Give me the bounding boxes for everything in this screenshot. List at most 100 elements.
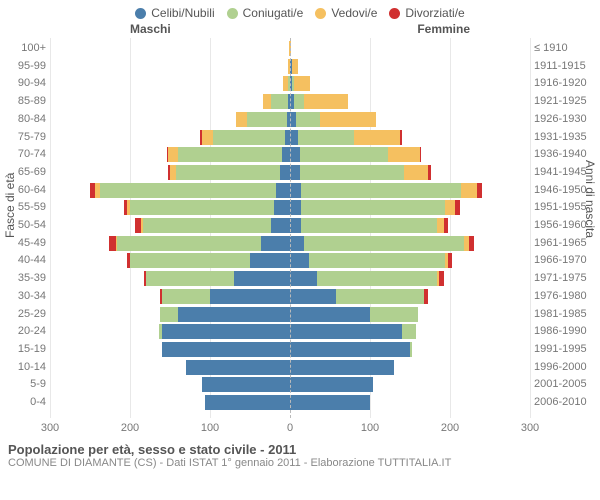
bar-female-d <box>400 130 402 145</box>
bar-male-s <box>261 236 290 251</box>
legend-item: Vedovi/e <box>315 6 377 20</box>
x-tick: 0 <box>287 422 293 434</box>
bar-female-d <box>469 236 474 251</box>
age-label: 80-84 <box>0 113 46 125</box>
bar-male-c <box>247 112 287 127</box>
birth-label: 1956-1960 <box>534 219 600 231</box>
bar-female-c <box>296 112 320 127</box>
bar-female-c <box>336 289 424 304</box>
bar-male-s <box>282 147 290 162</box>
bar-male-c <box>117 236 261 251</box>
birth-label: 1991-1995 <box>534 343 600 355</box>
bar-female-s <box>290 183 301 198</box>
birth-label: 1966-1970 <box>534 254 600 266</box>
bar-female-w <box>354 130 400 145</box>
birth-label: 1951-1955 <box>534 201 600 213</box>
bar-male-c <box>271 94 289 109</box>
age-label: 40-44 <box>0 254 46 266</box>
bar-male-c <box>100 183 276 198</box>
age-label: 90-94 <box>0 77 46 89</box>
bar-female-s <box>290 289 336 304</box>
bar-female-s <box>290 165 300 180</box>
bar-female-d <box>428 165 431 180</box>
birth-label: 1996-2000 <box>534 361 600 373</box>
age-label: 60-64 <box>0 184 46 196</box>
birth-label: 1941-1945 <box>534 166 600 178</box>
bar-male-d <box>109 236 115 251</box>
label-male: Maschi <box>130 22 171 36</box>
age-label: 50-54 <box>0 219 46 231</box>
bar-female-d <box>448 253 451 268</box>
bar-female-w <box>461 183 477 198</box>
birth-label: ≤ 1910 <box>534 42 600 54</box>
bar-female-w <box>445 200 455 215</box>
birth-label: 1986-1990 <box>534 325 600 337</box>
grid-line <box>530 38 531 418</box>
bar-male-s <box>162 324 290 339</box>
bar-female-c <box>410 342 412 357</box>
bar-male-s <box>276 183 290 198</box>
bar-male-s <box>202 377 290 392</box>
age-label: 55-59 <box>0 201 46 213</box>
bar-female-s <box>290 342 410 357</box>
bar-male-d <box>168 165 170 180</box>
bar-female-c <box>301 218 437 233</box>
birth-label: 1931-1935 <box>534 131 600 143</box>
bar-female-c <box>301 200 445 215</box>
bar-female-d <box>439 271 444 286</box>
age-label: 30-34 <box>0 290 46 302</box>
age-label: 85-89 <box>0 95 46 107</box>
bar-female-s <box>290 200 301 215</box>
birth-label: 1916-1920 <box>534 77 600 89</box>
bar-female-w <box>388 147 420 162</box>
bar-female-w <box>292 59 298 74</box>
bar-male-d <box>200 130 202 145</box>
age-label: 65-69 <box>0 166 46 178</box>
bar-male-d <box>90 183 95 198</box>
age-label: 70-74 <box>0 148 46 160</box>
age-label: 15-19 <box>0 343 46 355</box>
bar-male-s <box>186 360 290 375</box>
age-label: 25-29 <box>0 308 46 320</box>
legend-item: Coniugati/e <box>227 6 304 20</box>
footer: Popolazione per età, sesso e stato civil… <box>0 438 600 469</box>
legend-swatch <box>227 8 238 19</box>
plot <box>50 38 530 418</box>
x-tick: 100 <box>361 422 379 434</box>
age-label: 95-99 <box>0 60 46 72</box>
birth-label: 2001-2005 <box>534 378 600 390</box>
bar-female-w <box>320 112 376 127</box>
bar-male-c <box>143 218 271 233</box>
bar-male-d <box>144 271 146 286</box>
legend-swatch <box>315 8 326 19</box>
bar-male-s <box>250 253 290 268</box>
bar-male-w <box>168 147 178 162</box>
bar-female-d <box>455 200 460 215</box>
bar-female-s <box>290 147 300 162</box>
x-tick: 300 <box>41 422 59 434</box>
chart-title: Popolazione per età, sesso e stato civil… <box>8 442 592 457</box>
age-label: 35-39 <box>0 272 46 284</box>
bar-male-d <box>160 289 162 304</box>
bar-female-c <box>370 307 418 322</box>
bar-male-w <box>141 218 143 233</box>
bar-male-s <box>280 165 290 180</box>
bar-male-c <box>159 324 162 339</box>
bar-male-w <box>116 236 118 251</box>
bar-male-w <box>202 130 213 145</box>
bar-female-d <box>420 147 422 162</box>
bar-female-s <box>290 307 370 322</box>
bar-male-c <box>162 289 210 304</box>
bar-male-c <box>160 307 178 322</box>
birth-label: 1961-1965 <box>534 237 600 249</box>
birth-label: 1921-1925 <box>534 95 600 107</box>
chart-area: Fasce di età Anni di nascita 30020010001… <box>0 38 600 438</box>
bar-female-s <box>290 395 370 410</box>
label-female: Femmine <box>417 22 470 36</box>
bar-female-c <box>300 165 404 180</box>
birth-label: 1926-1930 <box>534 113 600 125</box>
bar-male-w <box>95 183 100 198</box>
bar-male-s <box>162 342 290 357</box>
legend-label: Coniugati/e <box>243 6 304 20</box>
bar-female-w <box>404 165 428 180</box>
